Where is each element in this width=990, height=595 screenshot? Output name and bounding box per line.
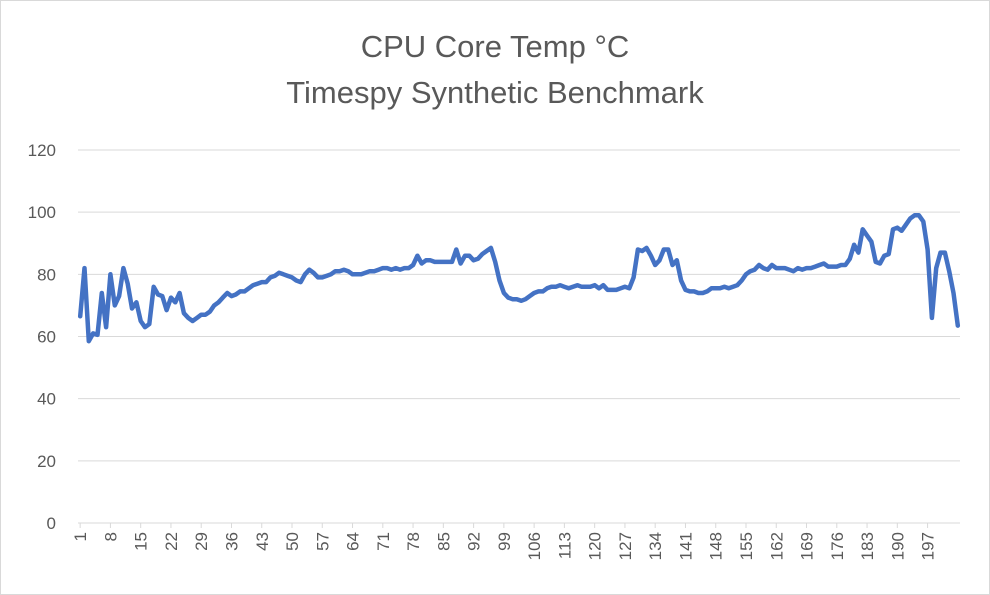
x-tick-label: 64 <box>344 532 363 551</box>
x-tick-label: 155 <box>737 532 756 560</box>
y-tick-label: 120 <box>28 141 56 160</box>
chart-subtitle: Timespy Synthetic Benchmark <box>286 75 704 110</box>
y-tick-label: 40 <box>37 390 56 409</box>
x-axis-ticks: 1 8 15 22 29 36 43 50 57 64 71 78 85 92 99 106 113 120 127… <box>71 523 938 560</box>
x-tick-label: 92 <box>465 532 484 551</box>
x-tick-label: 120 <box>586 532 605 560</box>
x-tick-label: 134 <box>646 532 665 560</box>
y-tick-label: 0 <box>47 514 56 533</box>
y-tick-label: 20 <box>37 452 56 471</box>
x-tick-label: 113 <box>555 532 574 559</box>
y-tick-label: 100 <box>28 203 56 222</box>
x-tick-label: 8 <box>101 532 120 541</box>
x-tick-label: 190 <box>888 532 907 560</box>
x-tick-label: 176 <box>828 532 847 560</box>
x-tick-label: 22 <box>162 532 181 551</box>
x-tick-label: 57 <box>313 532 332 551</box>
x-tick-label: 71 <box>374 532 393 551</box>
x-tick-label: 169 <box>798 532 817 560</box>
y-tick-label: 80 <box>37 265 56 284</box>
chart-title: CPU Core Temp °C <box>360 29 630 64</box>
x-tick-label: 148 <box>707 532 726 560</box>
x-tick-label: 50 <box>283 532 302 551</box>
x-tick-label: 29 <box>192 532 211 551</box>
x-tick-label: 36 <box>222 532 241 551</box>
series-line-cpu-temp <box>77 213 961 344</box>
x-tick-label: 141 <box>676 532 695 560</box>
gridlines <box>78 149 960 524</box>
x-tick-label: 85 <box>434 532 453 551</box>
x-tick-label: 162 <box>767 532 786 560</box>
x-tick-label: 183 <box>858 532 877 560</box>
x-tick-label: 1 <box>71 532 90 541</box>
x-tick-label: 197 <box>919 532 938 560</box>
x-tick-label: 127 <box>616 532 635 560</box>
x-tick-label: 106 <box>525 532 544 560</box>
x-tick-label: 43 <box>253 532 272 551</box>
x-tick-label: 99 <box>495 532 514 551</box>
series-group <box>77 213 961 344</box>
x-tick-label: 15 <box>132 532 151 551</box>
y-tick-label: 60 <box>37 328 56 347</box>
y-axis-ticks: 0 20 40 60 80 100 120 <box>28 141 56 533</box>
x-tick-label: 78 <box>404 532 423 551</box>
